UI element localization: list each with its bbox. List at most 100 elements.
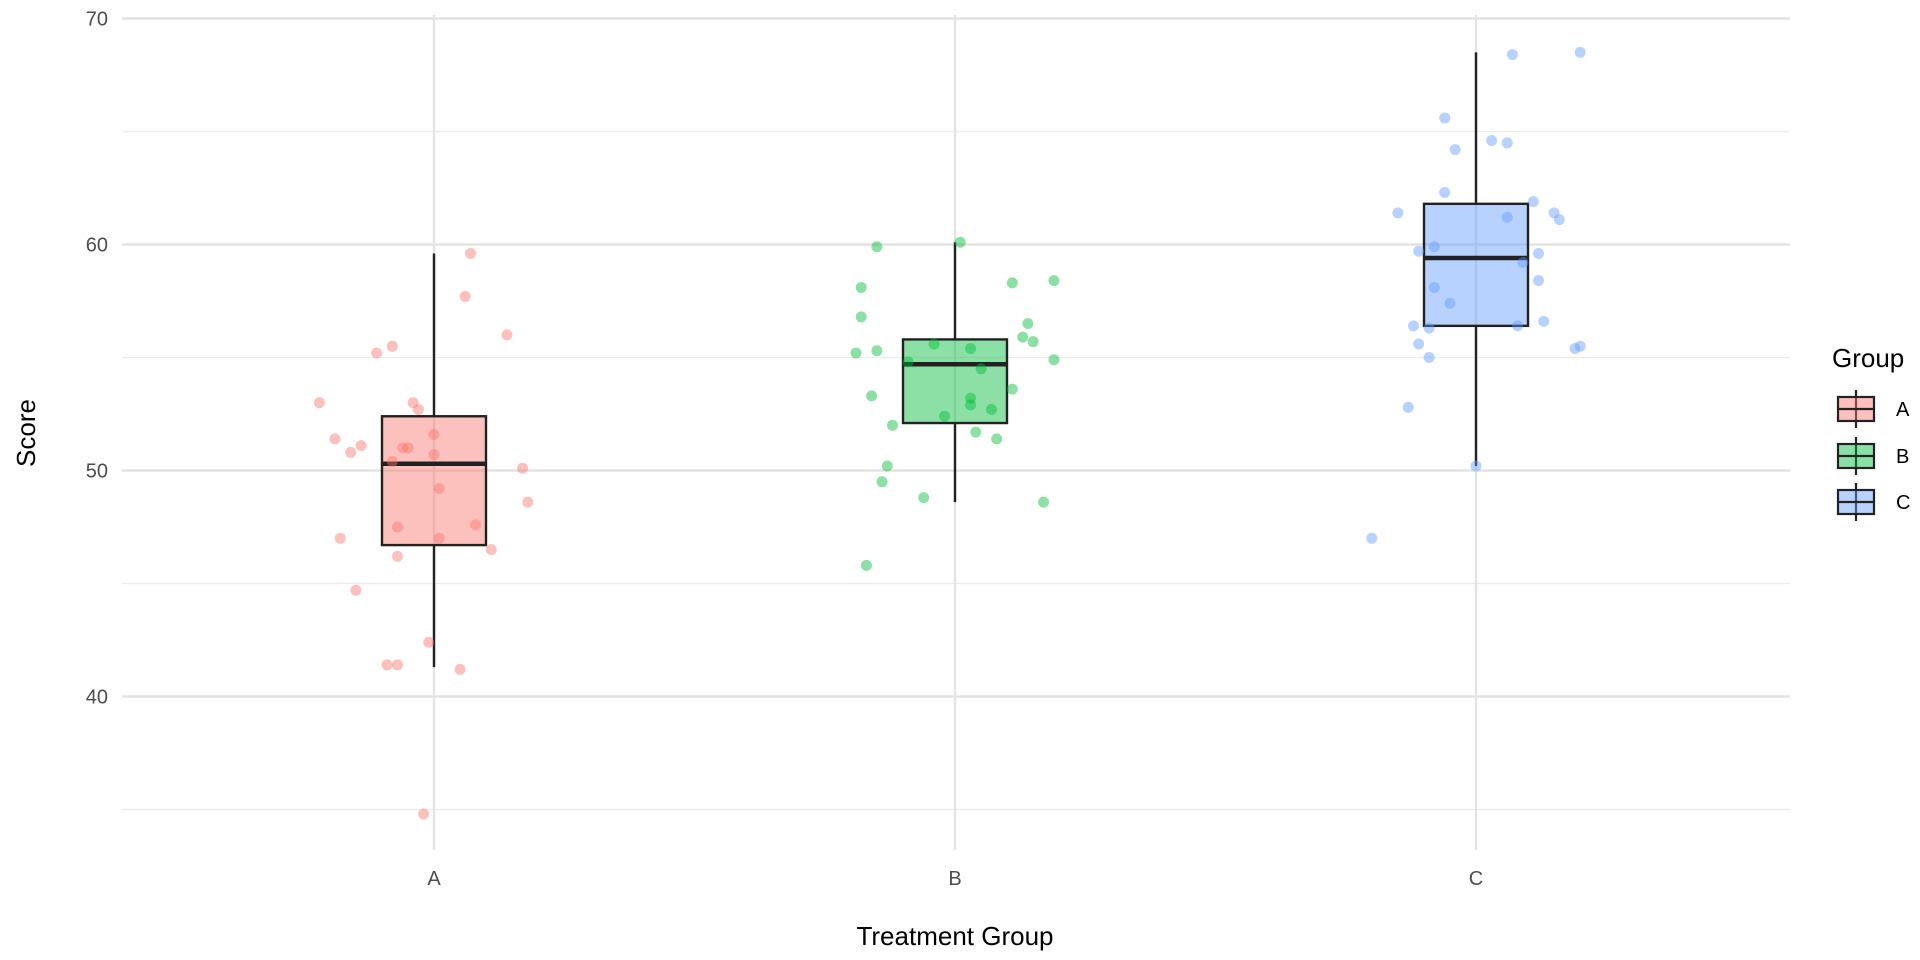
data-point-a: [392, 550, 404, 562]
data-point-c: [1407, 320, 1419, 332]
data-point-b: [918, 492, 930, 504]
data-point-a: [386, 340, 398, 352]
data-point-b: [886, 419, 898, 431]
data-point-a: [334, 532, 346, 544]
data-point-c: [1553, 214, 1565, 226]
box-iqr: [380, 415, 488, 547]
data-point-c: [1423, 352, 1435, 363]
data-point-c: [1569, 342, 1581, 354]
legend-item-b: B: [1836, 437, 1909, 475]
data-point-c: [1439, 187, 1451, 199]
data-point-a: [459, 290, 471, 302]
data-point-a: [418, 808, 430, 820]
data-point-c: [1392, 207, 1404, 219]
box-layer: [380, 52, 1530, 668]
data-point-c: [1449, 144, 1461, 156]
data-point-b: [1038, 496, 1050, 508]
data-point-c: [1517, 257, 1529, 269]
data-point-b: [1027, 336, 1039, 348]
data-point-a: [412, 403, 424, 415]
data-point-b: [965, 399, 977, 411]
data-point-b: [871, 345, 883, 357]
data-point-b: [1006, 383, 1018, 395]
data-point-a: [423, 636, 435, 648]
data-point-a: [485, 544, 497, 556]
data-point-c: [1444, 297, 1456, 309]
data-point-b: [991, 433, 1003, 445]
data-point-a: [470, 519, 482, 531]
data-point-c: [1548, 207, 1560, 219]
data-point-b: [965, 392, 977, 404]
data-point-c: [1533, 275, 1545, 287]
data-point-a: [428, 449, 440, 461]
x-tick-label: C: [1469, 868, 1483, 890]
box-b: [901, 242, 1009, 503]
legend-title: Group: [1832, 343, 1904, 373]
data-point-b: [928, 338, 940, 350]
data-point-a: [433, 483, 445, 495]
data-point-c: [1413, 245, 1425, 257]
data-point-b: [939, 410, 951, 422]
data-point-c: [1413, 338, 1425, 350]
y-tick-label: 70: [86, 9, 108, 31]
data-point-a: [386, 455, 398, 467]
data-point-c: [1527, 196, 1539, 208]
data-point-a: [407, 397, 419, 409]
data-point-c: [1428, 241, 1440, 253]
data-point-a: [522, 496, 534, 508]
y-tick-labels: 40 50 60 70: [86, 9, 108, 709]
data-point-b: [954, 236, 966, 248]
data-point-b: [985, 403, 997, 415]
y-tick-label: 40: [86, 687, 108, 709]
data-point-a: [428, 428, 440, 440]
data-point-b: [855, 281, 867, 293]
x-tick-labels: A B C: [427, 868, 1483, 890]
box-iqr: [901, 338, 1009, 425]
data-point-c: [1366, 532, 1378, 544]
data-point-c: [1538, 315, 1550, 327]
jitter-points-layer: [313, 46, 1586, 820]
data-point-b: [860, 559, 872, 571]
data-point-c: [1501, 211, 1513, 223]
data-point-b: [1048, 275, 1060, 287]
legend-label: A: [1896, 399, 1910, 421]
data-point-c: [1423, 322, 1435, 334]
data-point-c: [1439, 112, 1451, 124]
data-point-b: [855, 311, 867, 323]
data-point-b: [965, 342, 977, 354]
x-tick-label: A: [427, 868, 441, 890]
x-tick-label: B: [948, 868, 961, 890]
data-point-b: [970, 426, 982, 438]
data-point-c: [1402, 401, 1414, 413]
data-point-a: [501, 329, 513, 341]
data-point-b: [975, 363, 987, 375]
legend-label: C: [1896, 492, 1910, 514]
data-point-a: [350, 584, 362, 596]
data-point-a: [371, 347, 383, 359]
data-point-a: [517, 462, 529, 474]
legend: Group A B C: [1832, 343, 1910, 521]
data-point-a: [381, 659, 393, 671]
data-point-b: [1006, 277, 1018, 289]
x-axis-title: Treatment Group: [856, 921, 1053, 951]
y-axis-title: Score: [11, 399, 41, 467]
data-point-a: [433, 532, 445, 544]
legend-label: B: [1896, 446, 1909, 468]
data-point-c: [1512, 320, 1524, 332]
data-point-c: [1574, 340, 1586, 352]
data-point-c: [1428, 281, 1440, 293]
data-point-a: [397, 442, 409, 454]
data-point-c: [1574, 46, 1586, 58]
data-point-a: [402, 442, 414, 454]
data-point-a: [464, 248, 476, 260]
data-point-a: [329, 433, 341, 445]
data-point-b: [881, 460, 893, 472]
data-point-a: [392, 659, 404, 671]
data-point-b: [1022, 318, 1034, 330]
box-a: [380, 253, 488, 668]
box-c: [1422, 52, 1530, 466]
y-tick-label: 60: [86, 235, 108, 257]
y-tick-label: 50: [86, 461, 108, 483]
data-point-a: [454, 663, 466, 675]
